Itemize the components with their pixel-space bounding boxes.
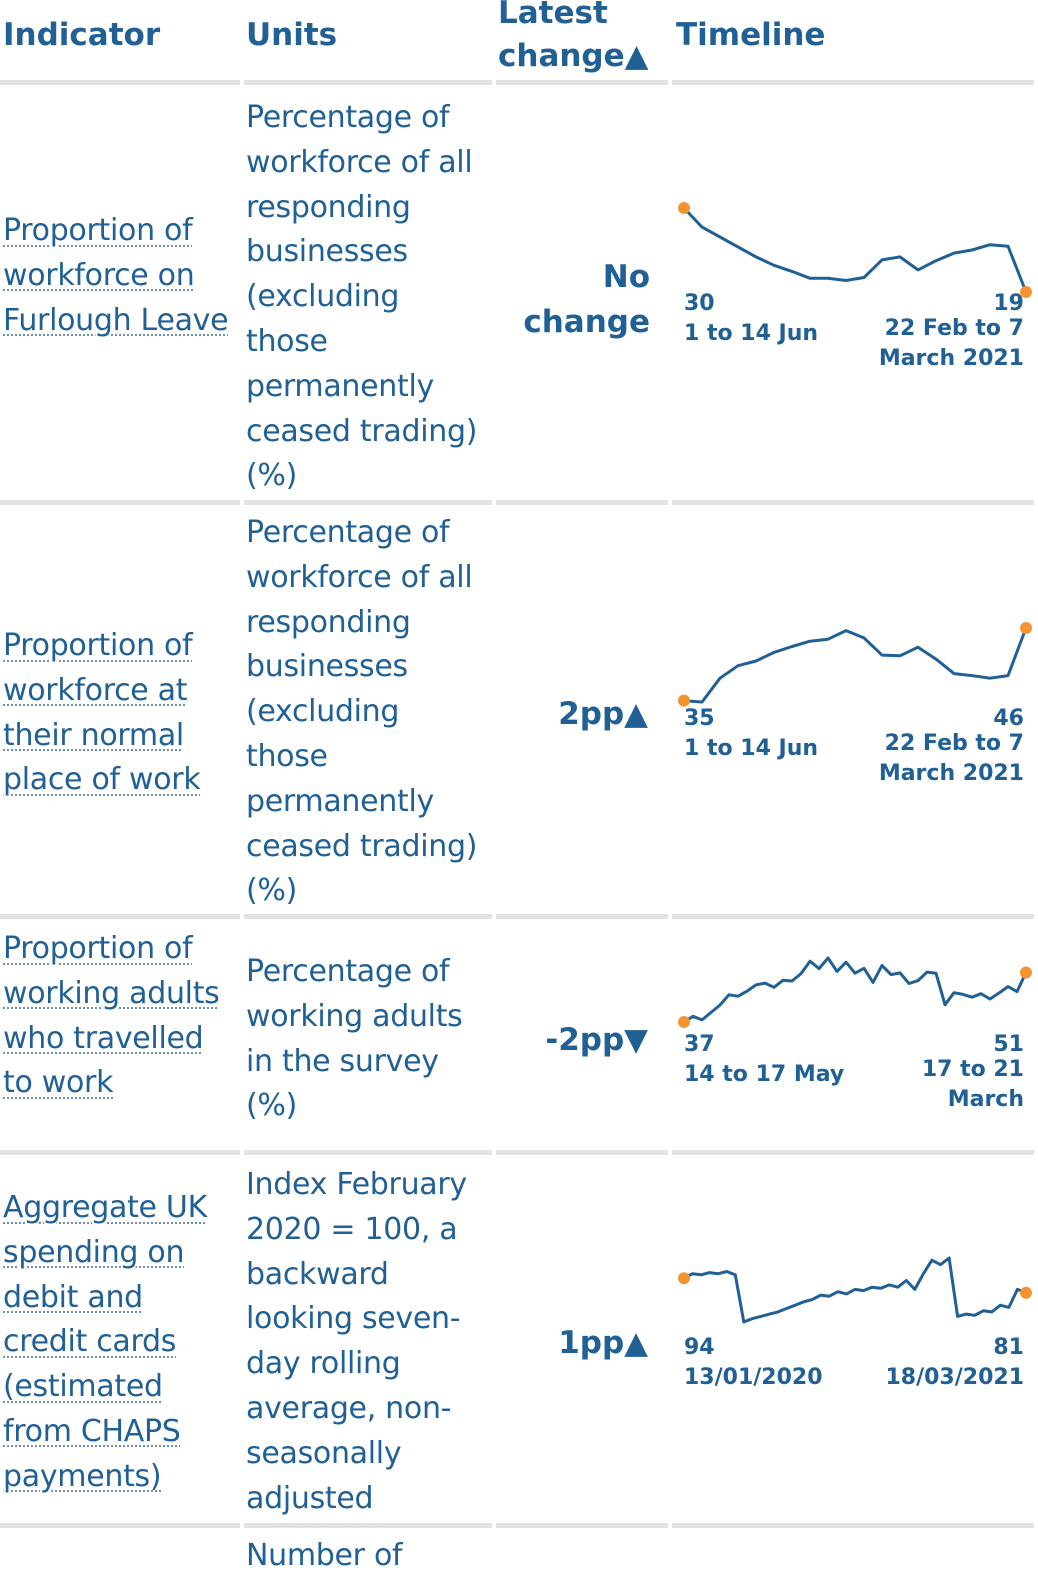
first-point-marker (678, 694, 690, 707)
latest-change-value: No change (523, 259, 650, 340)
row-separator (244, 500, 492, 505)
row-separator (0, 914, 240, 919)
row-separator (0, 500, 240, 505)
row-separator (244, 914, 492, 919)
sparkline-series (683, 956, 1028, 1024)
last-value-label: 81 (993, 1335, 1024, 1360)
sort-ascending-icon: ▲ (624, 38, 649, 74)
indicator-cell: Proportion of workforce at their normal … (3, 624, 233, 803)
row-separator (244, 1150, 492, 1155)
units-cell: Percentage of workforce of all respondin… (246, 515, 478, 909)
header-latest-change[interactable]: Latest change▲ (498, 0, 658, 78)
first-period-label: 1 to 14 Jun (684, 321, 819, 346)
header-indicator[interactable]: Indicator (3, 17, 161, 53)
first-period-label: 14 to 17 May (684, 1062, 845, 1087)
indicator-link-card-spending[interactable]: Aggregate UK spending on debit and credi… (3, 1190, 207, 1494)
units-cell: Number of (246, 1538, 403, 1573)
first-point-marker (678, 202, 690, 214)
last-point-marker (1020, 622, 1032, 634)
first-point-marker (678, 1272, 690, 1285)
row-separator (244, 1523, 492, 1528)
last-period-label: 22 Feb to 7 March 2021 (878, 316, 1024, 371)
first-point-marker (678, 1016, 690, 1028)
indicator-link-furlough[interactable]: Proportion of workforce on Furlough Leav… (3, 213, 229, 338)
last-value-label: 19 (993, 291, 1024, 316)
sparkline-series (683, 627, 1028, 704)
row-separator (0, 1523, 240, 1528)
row-separator (496, 914, 668, 919)
header-timeline[interactable]: Timeline (676, 17, 826, 53)
last-period-label: 22 Feb to 7 March 2021 (878, 731, 1024, 786)
first-value-label: 94 (684, 1335, 715, 1360)
sparkline-series (683, 1256, 1027, 1324)
header-separator (672, 80, 1034, 85)
timeline-sparkline (678, 1256, 1032, 1324)
units-cell: Percentage of workforce of all respondin… (246, 100, 478, 494)
last-point-marker (1020, 1286, 1032, 1299)
first-value-label: 30 (684, 291, 715, 316)
timeline-sparkline (678, 202, 1032, 298)
row-separator (672, 500, 1034, 505)
last-period-label: 17 to 21 March (921, 1057, 1024, 1112)
last-value-label: 51 (993, 1032, 1024, 1057)
row-separator (496, 1523, 668, 1528)
indicator-link-normal-place[interactable]: Proportion of workforce at their normal … (3, 628, 201, 798)
latest-change-value: 1pp▲ (558, 1325, 648, 1361)
last-period-label: 18/03/2021 (885, 1365, 1024, 1390)
timeline-sparkline (678, 956, 1032, 1028)
sparkline-series (682, 206, 1028, 293)
indicator-cell: Aggregate UK spending on debit and credi… (3, 1186, 233, 1500)
row-separator (672, 1523, 1034, 1528)
units-cell: Index February 2020 = 100, a backward lo… (246, 1167, 467, 1516)
latest-change-value: -2pp▼ (545, 1022, 648, 1058)
header-separator (496, 80, 668, 85)
row-separator (496, 1150, 668, 1155)
timeline-sparkline (678, 622, 1032, 707)
row-separator (672, 914, 1034, 919)
last-value-label: 46 (993, 706, 1024, 731)
row-separator (672, 1150, 1034, 1155)
first-period-label: 1 to 14 Jun (684, 736, 819, 761)
header-latest-change-label: Latest change (498, 0, 625, 74)
units-cell: Percentage of working adults in the surv… (246, 954, 463, 1124)
header-separator (0, 80, 240, 85)
header-units[interactable]: Units (246, 17, 338, 53)
header-separator (244, 80, 492, 85)
latest-change-value: 2pp▲ (558, 696, 648, 732)
row-separator (0, 1150, 240, 1155)
row-separator (496, 500, 668, 505)
indicator-cell: Proportion of workforce on Furlough Leav… (3, 209, 233, 343)
first-value-label: 35 (684, 706, 715, 731)
last-point-marker (1020, 966, 1032, 979)
first-period-label: 13/01/2020 (684, 1365, 823, 1390)
indicator-link-travelled-to-work[interactable]: Proportion of working adults who travell… (3, 931, 220, 1101)
first-value-label: 37 (684, 1032, 715, 1057)
last-point-marker (1020, 286, 1032, 298)
indicator-cell: Proportion of working adults who travell… (3, 927, 233, 1106)
